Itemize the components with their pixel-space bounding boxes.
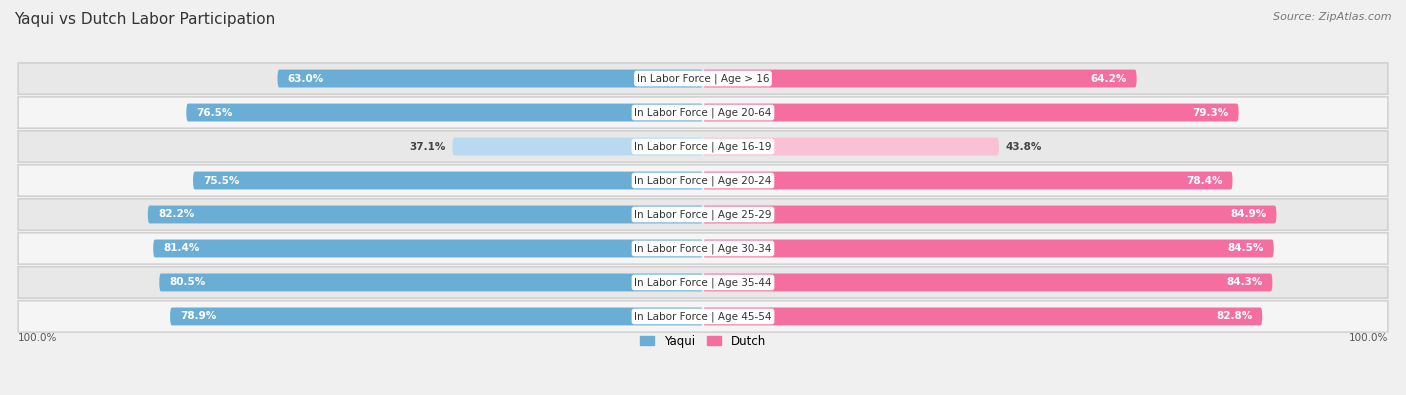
FancyBboxPatch shape bbox=[18, 301, 1388, 331]
FancyBboxPatch shape bbox=[148, 205, 703, 224]
FancyBboxPatch shape bbox=[153, 239, 703, 258]
FancyBboxPatch shape bbox=[17, 266, 1389, 299]
Text: In Labor Force | Age 20-64: In Labor Force | Age 20-64 bbox=[634, 107, 772, 118]
Text: 37.1%: 37.1% bbox=[409, 141, 446, 152]
FancyBboxPatch shape bbox=[703, 171, 1233, 190]
FancyBboxPatch shape bbox=[703, 70, 1136, 88]
FancyBboxPatch shape bbox=[703, 239, 1274, 258]
Text: 100.0%: 100.0% bbox=[17, 333, 56, 342]
Text: In Labor Force | Age 35-44: In Labor Force | Age 35-44 bbox=[634, 277, 772, 288]
Text: In Labor Force | Age 45-54: In Labor Force | Age 45-54 bbox=[634, 311, 772, 322]
FancyBboxPatch shape bbox=[186, 103, 703, 122]
FancyBboxPatch shape bbox=[17, 130, 1389, 163]
FancyBboxPatch shape bbox=[17, 198, 1389, 231]
FancyBboxPatch shape bbox=[703, 103, 1239, 122]
Legend: Yaqui, Dutch: Yaqui, Dutch bbox=[636, 330, 770, 352]
FancyBboxPatch shape bbox=[17, 232, 1389, 265]
Text: In Labor Force | Age 20-24: In Labor Force | Age 20-24 bbox=[634, 175, 772, 186]
Text: 84.5%: 84.5% bbox=[1227, 243, 1264, 254]
FancyBboxPatch shape bbox=[703, 273, 1272, 292]
FancyBboxPatch shape bbox=[703, 205, 1277, 224]
Text: 79.3%: 79.3% bbox=[1192, 107, 1229, 118]
FancyBboxPatch shape bbox=[17, 62, 1389, 95]
Text: In Labor Force | Age 30-34: In Labor Force | Age 30-34 bbox=[634, 243, 772, 254]
Text: 100.0%: 100.0% bbox=[1350, 333, 1389, 342]
Text: 82.2%: 82.2% bbox=[157, 209, 194, 220]
Text: 63.0%: 63.0% bbox=[288, 73, 323, 83]
Text: In Labor Force | Age 16-19: In Labor Force | Age 16-19 bbox=[634, 141, 772, 152]
Text: In Labor Force | Age 25-29: In Labor Force | Age 25-29 bbox=[634, 209, 772, 220]
Text: Source: ZipAtlas.com: Source: ZipAtlas.com bbox=[1274, 12, 1392, 22]
FancyBboxPatch shape bbox=[277, 70, 703, 88]
Text: In Labor Force | Age > 16: In Labor Force | Age > 16 bbox=[637, 73, 769, 84]
Text: 82.8%: 82.8% bbox=[1216, 312, 1253, 322]
Text: 81.4%: 81.4% bbox=[163, 243, 200, 254]
FancyBboxPatch shape bbox=[18, 267, 1388, 297]
Text: 43.8%: 43.8% bbox=[1005, 141, 1042, 152]
FancyBboxPatch shape bbox=[453, 137, 703, 156]
Text: 84.3%: 84.3% bbox=[1226, 277, 1263, 288]
Text: 80.5%: 80.5% bbox=[169, 277, 205, 288]
FancyBboxPatch shape bbox=[703, 307, 1263, 325]
FancyBboxPatch shape bbox=[18, 199, 1388, 229]
Text: 78.9%: 78.9% bbox=[180, 312, 217, 322]
FancyBboxPatch shape bbox=[17, 300, 1389, 333]
FancyBboxPatch shape bbox=[18, 166, 1388, 196]
FancyBboxPatch shape bbox=[193, 171, 703, 190]
Text: 84.9%: 84.9% bbox=[1230, 209, 1267, 220]
FancyBboxPatch shape bbox=[159, 273, 703, 292]
FancyBboxPatch shape bbox=[18, 64, 1388, 94]
FancyBboxPatch shape bbox=[17, 96, 1389, 129]
FancyBboxPatch shape bbox=[18, 98, 1388, 128]
Text: 64.2%: 64.2% bbox=[1090, 73, 1126, 83]
Text: 75.5%: 75.5% bbox=[204, 175, 239, 186]
FancyBboxPatch shape bbox=[703, 137, 998, 156]
Text: 76.5%: 76.5% bbox=[197, 107, 233, 118]
FancyBboxPatch shape bbox=[18, 233, 1388, 263]
FancyBboxPatch shape bbox=[17, 164, 1389, 197]
FancyBboxPatch shape bbox=[18, 132, 1388, 162]
Text: 78.4%: 78.4% bbox=[1185, 175, 1222, 186]
Text: Yaqui vs Dutch Labor Participation: Yaqui vs Dutch Labor Participation bbox=[14, 12, 276, 27]
FancyBboxPatch shape bbox=[170, 307, 703, 325]
